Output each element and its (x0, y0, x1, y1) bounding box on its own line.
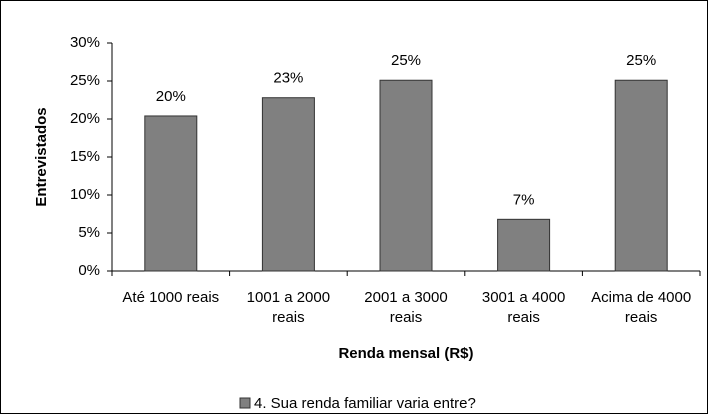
x-tick-label: Acima de 4000 reais (591, 289, 692, 326)
data-label: 25% (626, 52, 656, 69)
y-tick-label: 0% (78, 262, 100, 279)
y-tick-label: 25% (70, 72, 100, 89)
data-label: 25% (391, 52, 421, 69)
x-axis-title: Renda mensal (R$) (338, 345, 473, 362)
bar (379, 79, 433, 272)
y-tick-label: 20% (70, 110, 100, 127)
bar (261, 97, 315, 272)
bar (144, 115, 198, 272)
bar (497, 218, 551, 272)
bar (614, 79, 668, 272)
x-tick-label: 2001 a 3000 reais (364, 289, 448, 326)
y-tick-label: 5% (78, 224, 100, 241)
x-tick-label: 1001 a 2000 reais (246, 289, 331, 326)
data-label: 20% (156, 88, 186, 105)
x-tick-label: Até 1000 reais (122, 289, 220, 306)
legend-swatch (239, 397, 251, 409)
x-tick-label: 3001 a 4000 reais (481, 289, 566, 326)
y-tick-label: 15% (70, 148, 100, 165)
legend-label: 4. Sua renda familiar varia entre? (254, 395, 476, 412)
data-label: 7% (513, 191, 535, 208)
y-axis-title: Entrevistados (33, 107, 50, 206)
y-tick-label: 10% (70, 186, 100, 203)
y-tick-label: 30% (70, 34, 100, 51)
data-label: 23% (273, 70, 303, 87)
